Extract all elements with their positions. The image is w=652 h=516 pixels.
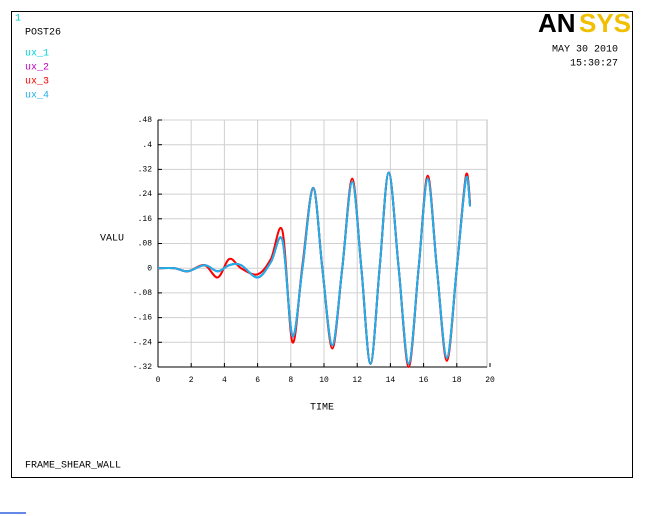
legend-entry: ux_4 <box>25 91 49 102</box>
legend-entry: ux_2 <box>25 63 49 74</box>
legend-entry: ux_1 <box>25 49 49 60</box>
time: 15:30:27 <box>570 59 618 70</box>
y-tick-label: -.32 <box>133 363 152 372</box>
y-tick-label: .32 <box>138 166 153 175</box>
header: POST26 <box>25 28 61 39</box>
x-tick-label: 8 <box>288 376 293 385</box>
y-axis-label: VALU <box>100 234 124 245</box>
x-tick-label: 14 <box>386 376 396 385</box>
logo-part: AN <box>538 8 576 38</box>
x-tick-label: 12 <box>352 376 362 385</box>
x-tick-label: 4 <box>222 376 227 385</box>
footer-title: FRAME_SHEAR_WALL <box>25 461 121 472</box>
x-tick-label: 16 <box>419 376 429 385</box>
y-tick-label: .16 <box>138 215 153 224</box>
y-tick-label: .08 <box>138 240 153 249</box>
y-tick-label: .48 <box>138 116 153 125</box>
x-tick-label: 18 <box>452 376 462 385</box>
logo-part: SYS <box>579 8 631 38</box>
x-axis-label: TIME <box>310 403 334 414</box>
x-tick-label: 6 <box>255 376 260 385</box>
series-line <box>157 171 472 365</box>
plot-window <box>11 11 633 478</box>
y-tick-label: .4 <box>142 141 152 150</box>
y-tick-label: -.24 <box>133 338 152 347</box>
x-tick-label: 2 <box>189 376 194 385</box>
date: MAY 30 2010 <box>552 45 618 56</box>
x-tick-label: 20 <box>485 376 495 385</box>
window-number: 1 <box>15 14 21 25</box>
x-tick-label: 10 <box>319 376 329 385</box>
y-tick-label: .24 <box>138 190 153 199</box>
x-tick-label: 0 <box>156 376 161 385</box>
y-tick-label: 0 <box>147 264 152 273</box>
y-tick-label: -.16 <box>133 314 152 323</box>
legend-entry: ux_3 <box>25 77 49 88</box>
y-tick-label: -.08 <box>133 289 152 298</box>
